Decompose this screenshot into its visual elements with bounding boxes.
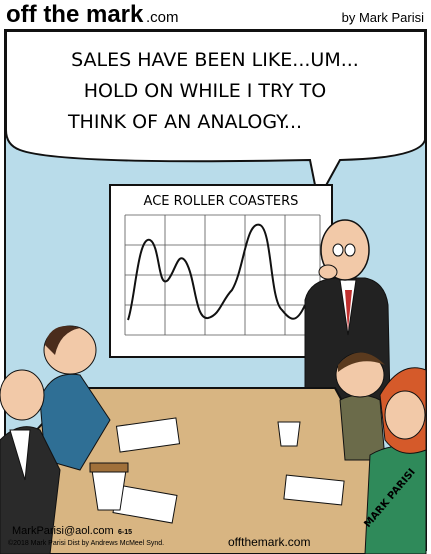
speech-line: HOLD ON WHILE I TRY TO (84, 80, 326, 102)
chart-board (110, 185, 332, 357)
speech-line: THINK OF AN ANALOGY... (67, 111, 302, 133)
date: 6-15 (118, 529, 132, 536)
wall-chart: ACE ROLLER COASTERS (110, 185, 332, 357)
copyright: ©2018 Mark Parisi Dist by Andrews McMeel… (8, 539, 164, 547)
chart-title: ACE ROLLER COASTERS (144, 194, 299, 209)
byline: by Mark Parisi (342, 10, 424, 25)
logo-suffix: .com (146, 9, 179, 26)
website: offthemark.com (228, 535, 310, 549)
speech-line: SALES HAVE BEEN LIKE...UM... (71, 49, 359, 71)
contact: MarkParisi@aol.com (12, 525, 114, 537)
mug (278, 422, 300, 446)
cup-lid (90, 463, 128, 472)
coffee-cup (92, 470, 126, 510)
cartoon: off the mark .com by Mark Parisi SALES H… (0, 0, 431, 554)
logo: off the mark (6, 1, 144, 28)
